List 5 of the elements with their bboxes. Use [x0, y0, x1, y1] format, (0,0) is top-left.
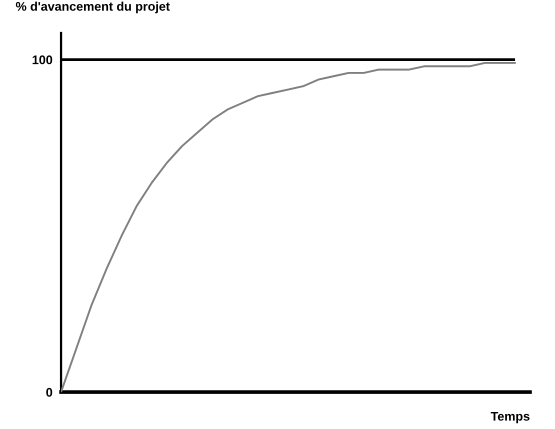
line-series [61, 62, 516, 392]
y-axis-title: % d'avancement du projet [16, 2, 170, 14]
y-tick-label: 100 [32, 55, 52, 64]
y-tick-label: 0 [46, 388, 52, 397]
x-axis-title: Temps [490, 412, 530, 424]
